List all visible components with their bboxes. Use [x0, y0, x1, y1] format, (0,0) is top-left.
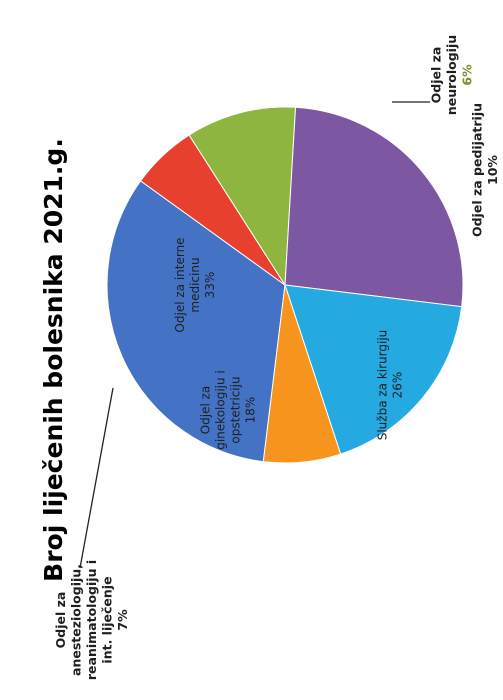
slice-percent: 6% — [460, 64, 475, 86]
slice-label-odjel-za-interne-medicinu: Odjel za internemedicinu33% — [173, 237, 217, 332]
leader-line-odjel-za-anesteziologiju-reanimatologiju-i-int-lije-enje — [79, 387, 114, 569]
slice-labels: Odjel za internemedicinu33% Odjel zaneuro… — [53, 35, 500, 680]
slice-percent: 26% — [391, 372, 405, 399]
slice-label-slu-ba-za-kirurgiju: Služba za kirurgiju26% — [376, 330, 405, 441]
pie-slice-odjel-za-anesteziologiju-reanimatologiju-i-int-lije-enje — [262, 284, 342, 464]
slice-label-odjel-za-pedijatriju: Odjel za pedijatriju10% — [469, 103, 500, 237]
slice-label-odjel-za-ginekologiju-i-opstetriciju: Odjel zaginekologiju iopstetriciju18% — [199, 370, 258, 450]
pie-slices — [106, 106, 464, 464]
slice-percent: 7% — [115, 609, 130, 631]
slice-label-odjel-za-neurologiju: Odjel zaneurologiju6% — [429, 35, 475, 115]
slice-percent: 18% — [244, 397, 258, 424]
chart-title: Broj liječenih bolesnika 2021.g. — [39, 138, 68, 582]
slice-label-odjel-za-anesteziologiju-reanimatologiju-i-int-lije-enje: Odjel zaanesteziologiju,reanimatologiju … — [53, 560, 130, 680]
pie-slice-odjel-za-pedijatriju — [188, 106, 297, 287]
slice-percent: 33% — [203, 272, 217, 299]
pie-slice-odjel-za-ginekologiju-i-opstetriciju — [284, 284, 463, 455]
slice-percent: 10% — [485, 155, 500, 185]
pie-slice-odjel-za-interne-medicinu — [106, 180, 286, 463]
leader-lines — [79, 101, 430, 569]
pie-slice-slu-ba-za-kirurgiju — [284, 106, 464, 308]
